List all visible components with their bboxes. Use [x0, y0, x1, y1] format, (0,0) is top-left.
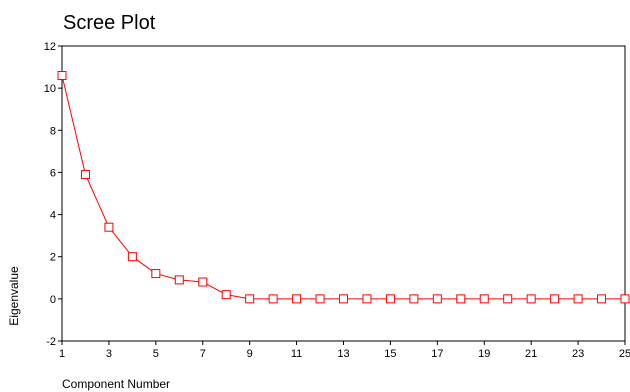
x-tick-label: 13: [337, 348, 349, 360]
data-point-marker: [198, 277, 208, 287]
data-point-marker: [385, 294, 395, 304]
data-point-marker: [503, 294, 513, 304]
data-point-marker: [151, 269, 161, 279]
data-point-marker: [339, 294, 348, 304]
data-point-marker: [174, 275, 184, 285]
data-point-marker: [432, 294, 442, 304]
data-point-marker: [456, 294, 466, 304]
x-tick-label: 7: [200, 348, 206, 360]
chart-title: Scree Plot: [63, 12, 156, 34]
x-tick-label: 9: [247, 348, 253, 360]
series-line: [61, 75, 625, 300]
data-point-marker: [409, 294, 419, 304]
x-tick-label: 5: [153, 348, 159, 360]
y-tick-label: -2: [46, 336, 56, 348]
y-axis-label: Eigenvalue: [7, 266, 21, 326]
y-tick-label: 12: [44, 41, 56, 53]
x-tick-label: 19: [478, 348, 490, 360]
data-point-marker: [573, 294, 583, 304]
data-point-marker: [80, 170, 90, 180]
data-point-marker: [550, 294, 560, 304]
x-tick-label: 21: [525, 348, 537, 360]
y-tick-label: 8: [50, 125, 56, 137]
data-point-marker: [620, 294, 630, 304]
y-tick-label: 2: [50, 252, 56, 264]
data-point-marker: [597, 294, 607, 304]
data-point-marker: [127, 252, 137, 262]
x-tick-label: 11: [291, 348, 302, 360]
data-point-marker: [221, 290, 231, 300]
data-point-marker: [292, 294, 302, 304]
x-tick-label: 1: [59, 348, 65, 360]
data-point-marker: [268, 294, 278, 304]
x-tick-label: 15: [384, 348, 396, 360]
x-tick-label: 23: [572, 348, 584, 360]
data-point-marker: [315, 294, 325, 304]
data-point-marker: [479, 294, 489, 304]
data-point-marker: [104, 222, 114, 232]
y-tick-label: 0: [50, 294, 56, 306]
data-point-marker: [57, 71, 67, 80]
x-tick-label: 17: [431, 348, 443, 360]
data-point-marker: [245, 294, 255, 304]
series-layer: [57, 71, 630, 304]
y-tick-label: 6: [50, 167, 56, 179]
x-tick-label: 25: [619, 348, 630, 360]
x-axis-label: Component Number: [62, 377, 170, 391]
y-tick-label: 4: [50, 210, 56, 222]
data-point-marker: [362, 294, 372, 304]
y-tick-label: 10: [44, 83, 56, 95]
x-tick-label: 3: [106, 348, 112, 360]
data-point-marker: [526, 294, 536, 304]
